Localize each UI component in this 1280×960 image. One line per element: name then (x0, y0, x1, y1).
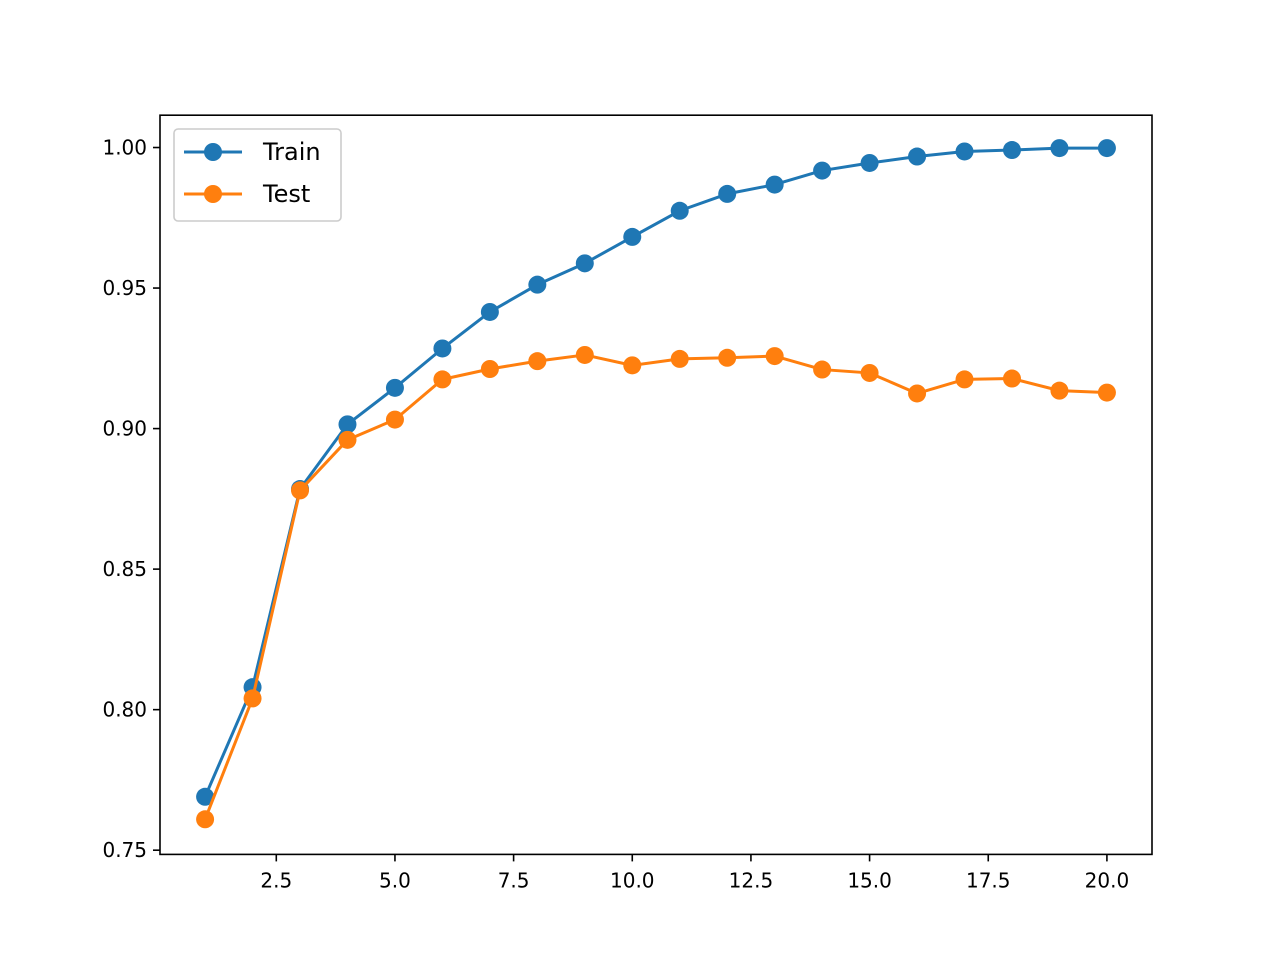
data-point-test-1 (196, 810, 215, 829)
plot-area (196, 139, 1116, 829)
data-point-test-5 (385, 410, 404, 429)
data-point-test-20 (1097, 383, 1116, 402)
x-tick-label: 12.5 (729, 868, 774, 892)
x-tick-label: 2.5 (260, 868, 292, 892)
legend-label-train: Train (262, 138, 321, 166)
data-point-test-17 (955, 370, 974, 389)
data-point-train-6 (433, 339, 452, 358)
y-tick-label: 0.95 (102, 276, 147, 300)
data-point-train-4 (338, 415, 357, 434)
x-tick-label: 5.0 (379, 868, 411, 892)
data-point-train-17 (955, 142, 974, 161)
x-tick-label: 20.0 (1085, 868, 1130, 892)
data-point-train-13 (765, 175, 784, 194)
data-point-train-1 (196, 787, 215, 806)
data-point-train-18 (1002, 141, 1021, 160)
x-tick-label: 15.0 (847, 868, 892, 892)
data-point-test-4 (338, 430, 357, 449)
data-point-train-8 (528, 275, 547, 294)
data-point-test-15 (860, 363, 879, 382)
data-point-train-14 (813, 161, 832, 180)
data-point-train-20 (1097, 139, 1116, 158)
data-point-test-12 (718, 348, 737, 367)
axes: 2.5 5.0 7.5 10.0 12.5 15.0 17.5 20.0 0.75 0.80 0.8… (102, 114, 1153, 892)
x-tick-label: 10.0 (610, 868, 655, 892)
x-tick-label: 7.5 (498, 868, 530, 892)
data-point-train-12 (718, 184, 737, 203)
data-point-train-7 (480, 302, 499, 321)
data-point-test-8 (528, 352, 547, 371)
axes-frame (159, 114, 1153, 856)
data-point-test-7 (480, 360, 499, 378)
y-tick-label: 1.00 (102, 136, 147, 160)
data-point-test-9 (575, 345, 594, 364)
legend-label-test: Test (262, 180, 310, 208)
data-point-train-11 (670, 201, 689, 220)
legend: Train Test (173, 128, 342, 222)
x-tick-label: 17.5 (966, 868, 1011, 892)
y-tick-label: 0.75 (102, 838, 147, 862)
data-point-test-10 (623, 356, 642, 375)
data-point-test-16 (908, 384, 927, 403)
legend-marker-test (204, 185, 222, 203)
data-point-test-2 (243, 689, 262, 708)
data-point-train-16 (908, 147, 927, 166)
data-point-train-5 (385, 378, 404, 397)
data-point-train-9 (575, 254, 594, 273)
data-point-test-11 (670, 349, 689, 368)
data-point-train-10 (623, 227, 642, 246)
data-point-train-19 (1050, 139, 1069, 158)
data-point-test-14 (813, 360, 832, 379)
y-tick-label: 0.80 (102, 698, 147, 722)
data-point-train-15 (860, 153, 879, 172)
legend-marker-train (204, 143, 222, 161)
y-tick-label: 0.85 (102, 557, 147, 581)
y-tick-label: 0.90 (102, 417, 147, 441)
data-point-test-3 (291, 481, 310, 500)
data-point-test-19 (1050, 381, 1069, 400)
data-point-test-6 (433, 370, 452, 389)
data-point-test-13 (765, 347, 784, 366)
data-point-test-18 (1002, 369, 1021, 388)
